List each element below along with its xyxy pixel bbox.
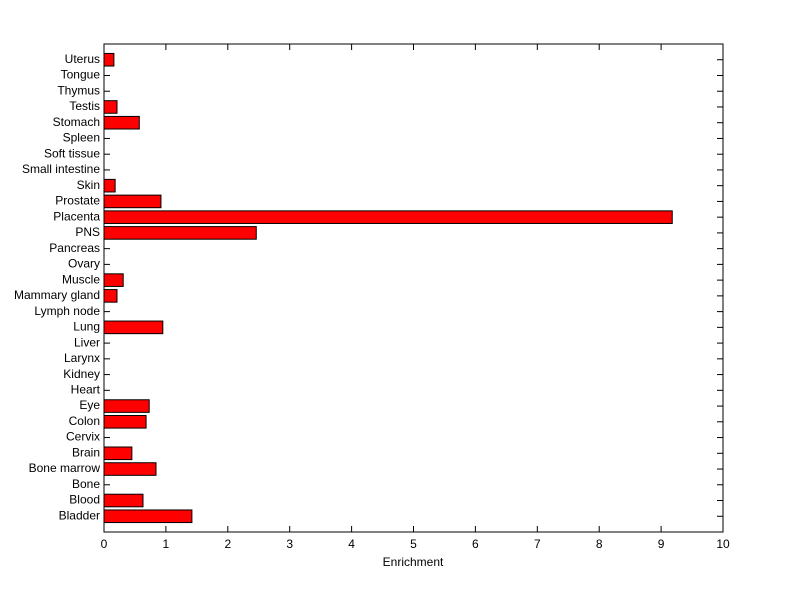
x-axis-label: Enrichment xyxy=(383,555,444,569)
y-tick-label: Liver xyxy=(74,335,100,349)
bar xyxy=(103,509,193,524)
bar xyxy=(103,210,673,224)
x-tick-label: 1 xyxy=(163,537,170,551)
y-tick-label: Skin xyxy=(77,178,100,192)
y-tick-label: PNS xyxy=(75,225,100,239)
y-tick-label: Ovary xyxy=(68,257,100,271)
x-tick-label: 4 xyxy=(348,537,355,551)
x-tick-label: 8 xyxy=(596,537,603,551)
y-tick-label: Bone xyxy=(72,477,100,491)
y-tick-label: Small intestine xyxy=(22,162,100,176)
bar xyxy=(103,415,147,429)
y-tick-label: Heart xyxy=(71,382,101,396)
y-tick-label: Muscle xyxy=(62,272,100,286)
y-tick-label: Brain xyxy=(72,445,100,459)
y-tick-label: Thymus xyxy=(57,83,100,97)
bar xyxy=(103,178,116,193)
bar xyxy=(103,273,124,287)
x-tick-label: 3 xyxy=(286,537,293,551)
x-tick-label: 6 xyxy=(472,537,479,551)
y-tick-label: Placenta xyxy=(53,209,100,223)
bar xyxy=(103,399,150,413)
y-tick-label: Pancreas xyxy=(49,241,100,255)
y-tick-label: Soft tissue xyxy=(44,146,100,160)
x-tick-label: 2 xyxy=(224,537,231,551)
y-tick-label: Testis xyxy=(69,99,100,113)
y-tick-label: Prostate xyxy=(55,194,100,208)
y-tick-label: Lymph node xyxy=(34,304,100,318)
y-tick-label: Mammary gland xyxy=(14,288,100,302)
bar xyxy=(103,52,115,67)
bar xyxy=(103,289,118,303)
y-tick-label: Kidney xyxy=(63,367,100,381)
bar xyxy=(103,493,144,508)
y-tick-label: Stomach xyxy=(53,115,100,129)
y-tick-label: Larynx xyxy=(64,351,100,365)
bar xyxy=(103,226,257,240)
x-tick-label: 5 xyxy=(410,537,417,551)
x-tick-label: 9 xyxy=(658,537,665,551)
bar xyxy=(103,320,164,335)
bar xyxy=(103,115,140,130)
y-tick-label: Spleen xyxy=(63,131,100,145)
bar xyxy=(103,194,162,209)
y-tick-label: Eye xyxy=(79,398,100,412)
y-tick-label: Tongue xyxy=(61,68,101,82)
y-tick-label: Colon xyxy=(69,414,100,428)
x-tick-label: 10 xyxy=(716,537,730,551)
y-tick-label: Bone marrow xyxy=(29,461,101,475)
bar xyxy=(103,446,133,461)
bar xyxy=(103,100,118,114)
bar xyxy=(103,462,157,476)
y-tick-label: Uterus xyxy=(65,52,100,66)
y-tick-label: Blood xyxy=(69,493,100,507)
x-tick-label: 0 xyxy=(101,537,108,551)
y-tick-label: Lung xyxy=(73,320,100,334)
y-tick-label: Bladder xyxy=(59,508,100,522)
y-tick-label: Cervix xyxy=(66,430,100,444)
x-tick-label: 7 xyxy=(534,537,541,551)
plot-frame xyxy=(103,43,724,533)
